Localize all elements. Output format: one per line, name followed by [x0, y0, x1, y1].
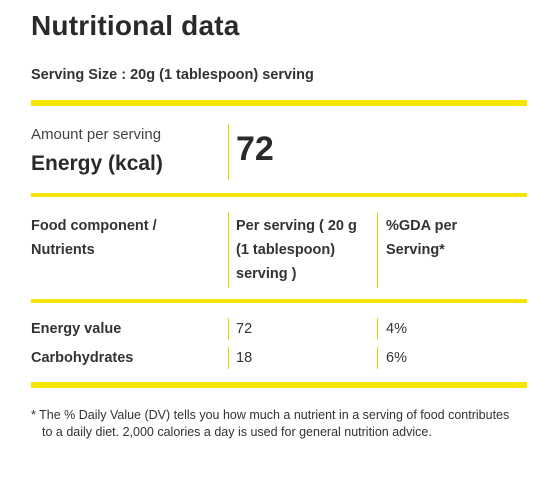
header-gda: %GDA per Serving* [386, 218, 458, 258]
column-divider [377, 212, 378, 288]
column-divider [228, 124, 229, 180]
column-divider [377, 347, 378, 369]
row-per-serving: 18 [236, 350, 253, 366]
header-component: Food component / Nutrients [31, 218, 157, 258]
column-divider [228, 212, 229, 288]
footnote: * The % Daily Value (DV) tells you how m… [31, 408, 510, 439]
column-divider [228, 347, 229, 369]
divider-bar [31, 382, 527, 388]
page-title: Nutritional data [31, 10, 240, 41]
column-divider [228, 318, 229, 340]
divider-bar [31, 100, 527, 106]
row-name: Energy value [31, 321, 122, 337]
serving-size: Serving Size : 20g (1 tablespoon) servin… [31, 67, 314, 83]
row-gda: 6% [386, 350, 407, 366]
column-divider [377, 318, 378, 340]
row-gda: 4% [386, 321, 407, 337]
header-per-serving: Per serving ( 20 g (1 tablespoon) servin… [236, 218, 357, 282]
energy-label: Energy (kcal) [31, 152, 163, 175]
row-per-serving: 72 [236, 321, 253, 337]
energy-value: 72 [236, 130, 274, 168]
amount-per-serving-label: Amount per serving [31, 126, 162, 143]
divider-bar [31, 193, 527, 197]
row-name: Carbohydrates [31, 350, 134, 366]
divider-bar [31, 299, 527, 303]
